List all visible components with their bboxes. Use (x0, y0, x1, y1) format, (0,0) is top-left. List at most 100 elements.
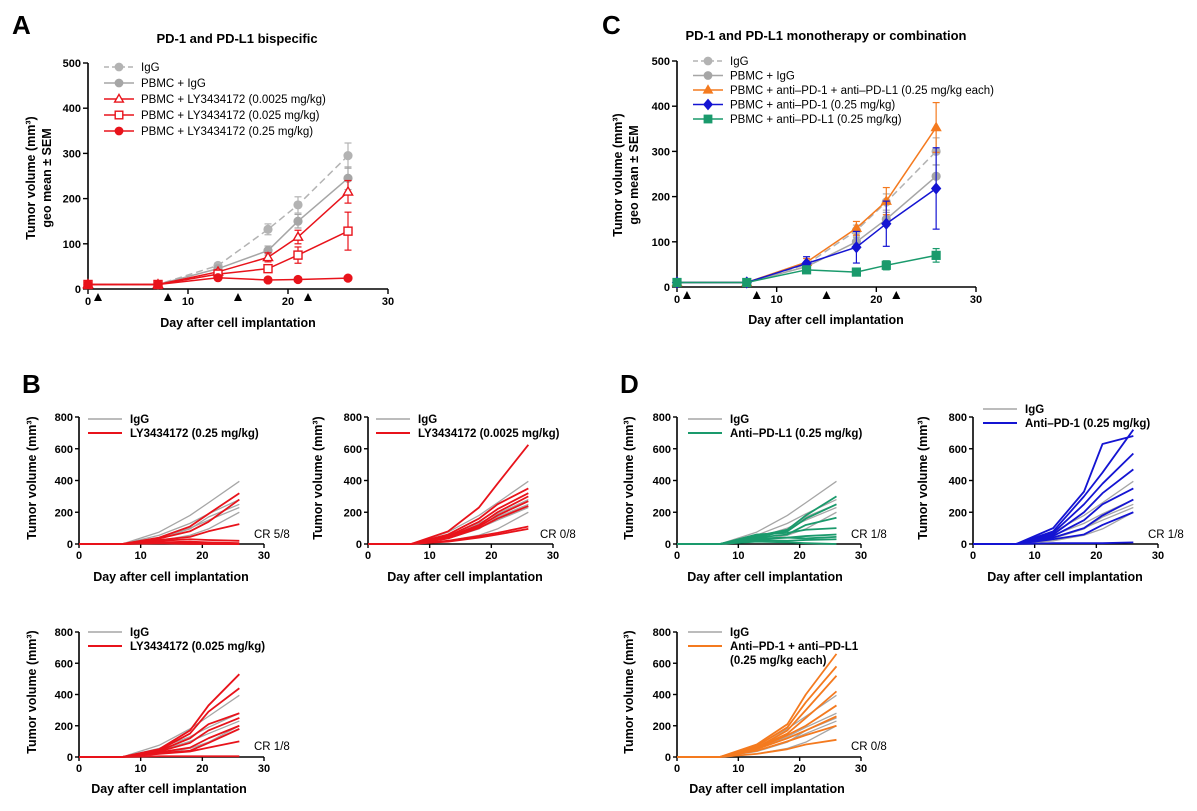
legend-label-igg: IgG (418, 414, 437, 426)
treated-line (79, 755, 240, 758)
legend-label-igg: IgG (130, 627, 149, 639)
data-point (293, 274, 303, 285)
chart-c: 0 100 200 300 400 500 0 10 20 30 IgG PBMC + IgG PBMC… (652, 56, 995, 306)
panel-b1-ylabel: Tumor volume (mm³) (25, 416, 39, 539)
data-point (263, 224, 273, 234)
y-tick-label: 200 (653, 507, 671, 519)
y-tick-label: 400 (652, 101, 670, 113)
chart-d1: 0 200 400 600 800 0 10 20 30 IgG Anti–PD-L1 (0.25 … (653, 412, 887, 562)
x-tick-label: 20 (485, 550, 497, 562)
legend-marker (114, 110, 124, 120)
panel-a-ylabel-line2: geo mean ± SEM (40, 128, 54, 227)
y-tick-label: 0 (665, 539, 671, 551)
data-point (881, 217, 892, 230)
treated-line (368, 528, 529, 545)
y-tick-label: 0 (664, 282, 670, 294)
legend-label-treated: Anti–PD-1 + anti–PD-L1 (730, 641, 859, 653)
treated-line (973, 541, 1134, 545)
x-tick-label: 10 (424, 550, 436, 562)
y-tick-label: 0 (961, 539, 967, 551)
legend-label-treated: LY3434172 (0.0025 mg/kg) (418, 428, 560, 440)
panel-b1-xlabel: Day after cell implantation (93, 570, 249, 584)
panel-d2-ylabel: Tumor volume (mm³) (916, 416, 930, 539)
data-point (930, 182, 942, 195)
y-tick-label: 600 (653, 658, 671, 670)
y-tick-label: 200 (652, 192, 670, 204)
y-tick-label: 400 (653, 476, 671, 488)
legend-label-treated: (0.25 mg/kg each) (730, 655, 827, 667)
series-line (88, 276, 349, 286)
y-tick-label: 400 (55, 690, 73, 702)
y-tick-label: 0 (67, 752, 73, 764)
x-tick-label: 0 (365, 550, 371, 562)
data-point (851, 267, 862, 277)
y-tick-label: 300 (63, 148, 81, 160)
panel-c-xlabel: Day after cell implantation (748, 313, 904, 327)
panel-a-title: PD-1 and PD-L1 bispecific (156, 31, 317, 46)
data-point (672, 277, 682, 288)
x-tick-label: 0 (76, 763, 82, 775)
treated-line (79, 492, 240, 545)
y-tick-label: 400 (55, 476, 73, 488)
data-point (263, 275, 273, 285)
x-tick-label: 10 (732, 763, 744, 775)
x-tick-label: 10 (771, 294, 783, 306)
panel-label-b: B (22, 369, 41, 399)
x-tick-label: 10 (732, 550, 744, 562)
panel-d1-ylabel: Tumor volume (mm³) (622, 416, 636, 539)
y-tick-label: 800 (949, 412, 967, 424)
panel-d3-ylabel: Tumor volume (mm³) (622, 630, 636, 753)
y-tick-label: 0 (665, 752, 671, 764)
y-tick-label: 600 (55, 658, 73, 670)
data-point (343, 226, 353, 236)
dosing-arrow (94, 293, 102, 301)
y-tick-label: 200 (949, 507, 967, 519)
legend-label-igg: IgG (1025, 404, 1044, 416)
legend-marker (703, 98, 713, 111)
y-tick-label: 800 (344, 412, 362, 424)
y-tick-label: 0 (356, 539, 362, 551)
dosing-arrow (752, 291, 761, 299)
x-tick-label: 10 (1029, 550, 1041, 562)
x-tick-label: 20 (1090, 550, 1102, 562)
y-tick-label: 400 (344, 476, 362, 488)
y-tick-label: 800 (653, 412, 671, 424)
dosing-arrow (234, 293, 242, 301)
chart-d3: 0 200 400 600 800 0 10 20 30 IgG Anti–PD-1 + anti–… (653, 627, 887, 775)
y-tick-label: 600 (653, 444, 671, 456)
x-tick-label: 0 (970, 550, 976, 562)
panel-label-a: A (12, 10, 31, 40)
x-tick-label: 30 (382, 296, 394, 308)
y-tick-label: 400 (63, 103, 81, 115)
series-4 (672, 247, 941, 288)
legend-label-treated: Anti–PD-1 (0.25 mg/kg) (1025, 418, 1150, 430)
legend-label: PBMC + IgG (141, 78, 206, 90)
panel-c-title: PD-1 and PD-L1 monotherapy or combinatio… (686, 28, 967, 43)
dosing-arrow (822, 291, 831, 299)
panel-d3-xlabel: Day after cell implantation (689, 782, 845, 796)
panel-b3-ylabel: Tumor volume (mm³) (25, 630, 39, 753)
data-point (343, 273, 353, 283)
legend-marker (114, 78, 124, 88)
legend-label: PBMC + anti–PD-1 (0.25 mg/kg) (730, 100, 895, 112)
panel-b2-ylabel: Tumor volume (mm³) (311, 416, 325, 539)
x-tick-label: 20 (196, 550, 208, 562)
data-point (293, 216, 303, 226)
x-tick-label: 30 (855, 550, 867, 562)
y-tick-label: 600 (344, 444, 362, 456)
data-point (293, 200, 303, 210)
data-point (343, 151, 353, 161)
dosing-arrow (164, 293, 172, 301)
treated-line (677, 653, 838, 758)
data-point (801, 265, 812, 275)
x-tick-label: 0 (674, 763, 680, 775)
data-point (83, 279, 93, 290)
treated-line (79, 541, 240, 545)
legend-marker (702, 84, 714, 94)
data-point (742, 277, 752, 288)
legend-label-igg: IgG (730, 414, 749, 426)
x-tick-label: 10 (135, 550, 147, 562)
data-point (292, 230, 304, 241)
treated-line (368, 444, 530, 545)
cr-label: CR 0/8 (540, 529, 576, 541)
